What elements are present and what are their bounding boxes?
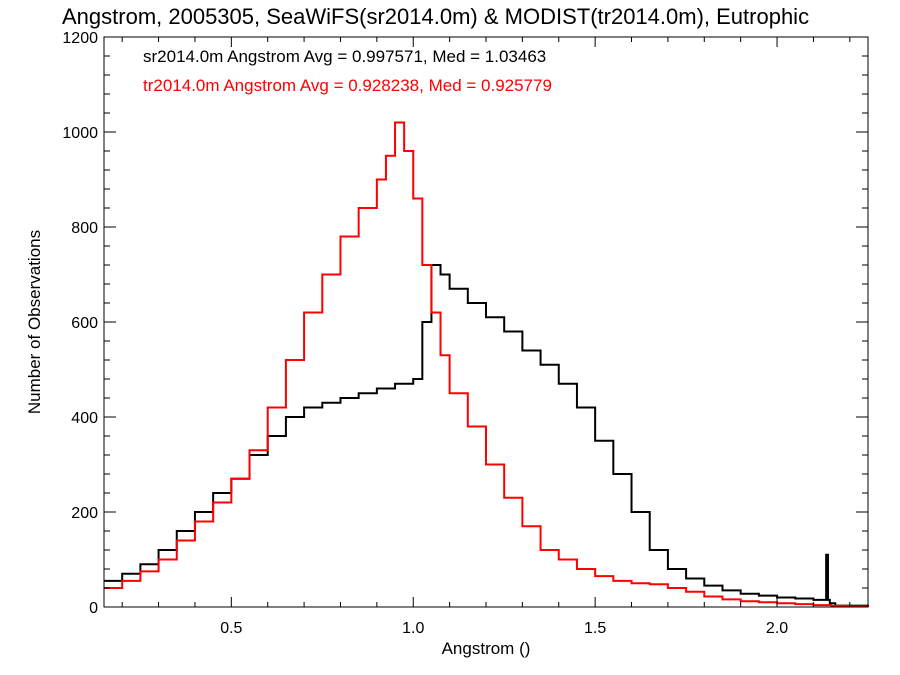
- y-tick-label: 1000: [62, 125, 98, 142]
- x-tick-label: 2.0: [766, 620, 788, 637]
- x-axis-label: Angstrom (): [442, 639, 531, 658]
- chart-title: Angstrom, 2005305, SeaWiFS(sr2014.0m) & …: [62, 4, 809, 29]
- y-tick-label: 1200: [62, 30, 98, 47]
- y-axis-label: Number of Observations: [25, 230, 44, 414]
- annotation-sr-stats: sr2014.0m Angstrom Avg = 0.997571, Med =…: [143, 47, 546, 66]
- y-tick-label: 200: [71, 505, 98, 522]
- y-axis: 0 200 400 600 800 1000 1200: [62, 30, 868, 617]
- x-tick-label: 1.0: [402, 620, 424, 637]
- y-tick-label: 800: [71, 220, 98, 237]
- y-tick-label: 0: [89, 600, 98, 617]
- series-tr2014-line: [104, 121, 869, 608]
- x-axis: 0.5 1.0 1.5 2.0: [121, 37, 851, 637]
- plot-area: [104, 121, 869, 608]
- x-tick-label: 0.5: [220, 620, 242, 637]
- plot-frame: [103, 36, 869, 608]
- y-tick-label: 600: [71, 315, 98, 332]
- annotation-tr-stats: tr2014.0m Angstrom Avg = 0.928238, Med =…: [143, 76, 552, 95]
- y-tick-label: 400: [71, 410, 98, 427]
- x-tick-label: 1.5: [584, 620, 606, 637]
